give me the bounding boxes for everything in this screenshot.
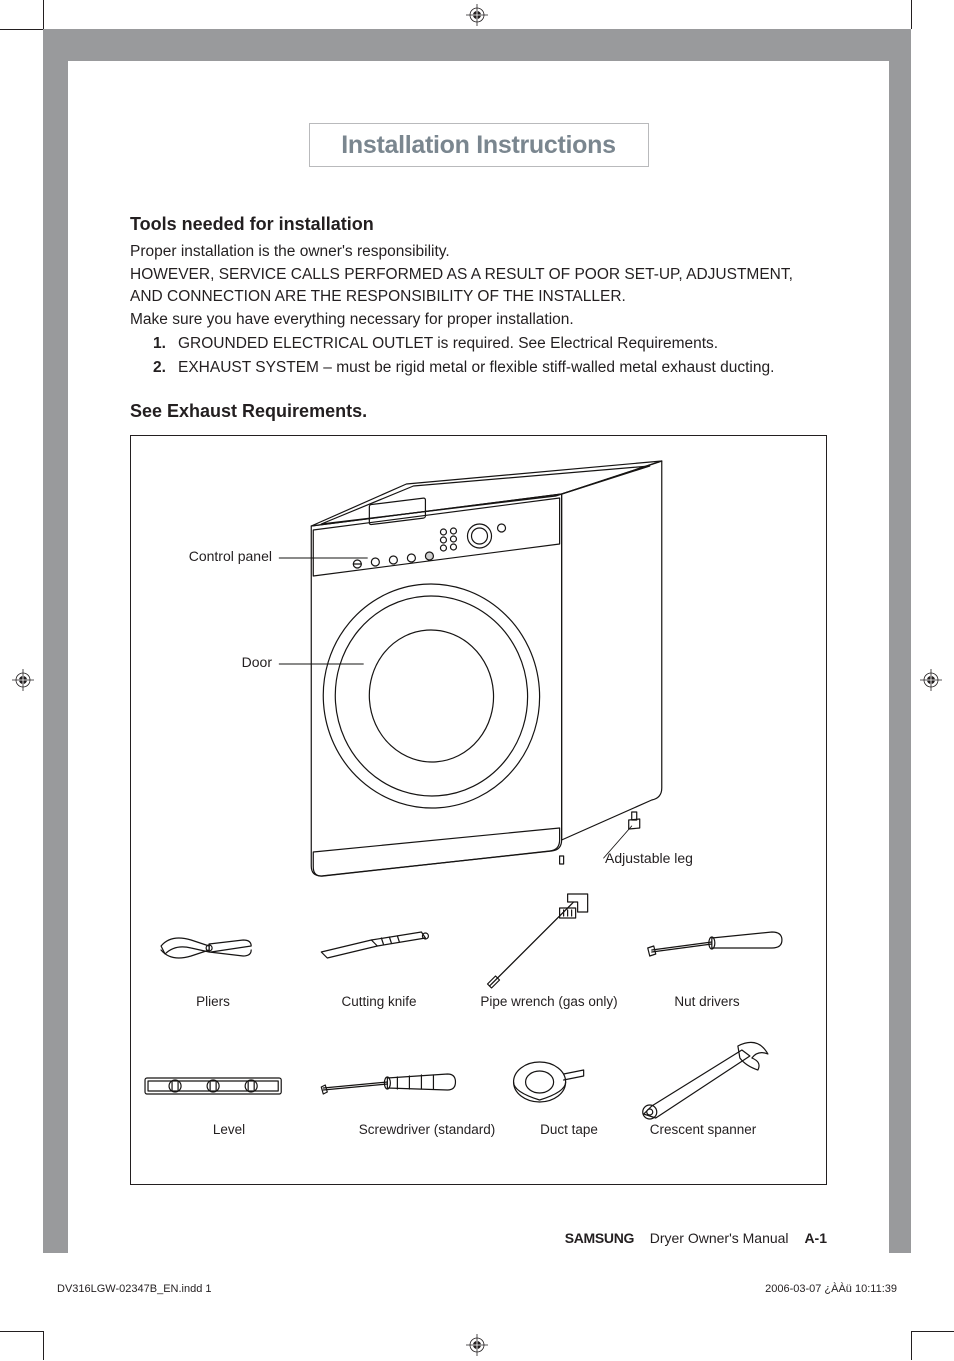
registration-mark-icon <box>920 669 942 691</box>
figure-box: Control panel Door Adjustable leg Pliers… <box>130 435 827 1185</box>
brand-name: SAMSUNG <box>565 1230 634 1246</box>
section-exhaust: See Exhaust Requirements. <box>130 401 827 426</box>
slug-file: DV316LGW-02347B_EN.indd 1 <box>57 1283 212 1295</box>
tool-label-level: Level <box>149 1122 309 1137</box>
paragraph: Make sure you have everything necessary … <box>130 309 827 331</box>
tool-label-cutting-knife: Cutting knife <box>299 994 459 1009</box>
slug-timestamp: 2006-03-07 ¿ÀÀü 10:11:39 <box>765 1283 897 1295</box>
section-tools: Tools needed for installation Proper ins… <box>130 211 827 382</box>
tool-label-nut-drivers: Nut drivers <box>627 994 787 1009</box>
registration-mark-icon <box>466 1334 488 1356</box>
paragraph: Proper installation is the owner's respo… <box>130 241 827 263</box>
section-heading: Tools needed for installation <box>130 211 827 237</box>
tool-label-crescent: Crescent spanner <box>623 1122 783 1137</box>
crop-mark <box>911 1331 912 1360</box>
callout-adjustable-leg: Adjustable leg <box>605 850 693 866</box>
paragraph: HOWEVER, SERVICE CALLS PERFORMED AS A RE… <box>130 264 827 309</box>
callout-control-panel: Control panel <box>176 548 272 564</box>
registration-mark-icon <box>466 4 488 26</box>
crop-mark <box>911 0 912 29</box>
manual-name: Dryer Owner's Manual <box>650 1230 789 1246</box>
tool-label-pliers: Pliers <box>133 994 293 1009</box>
page-footer: SAMSUNG Dryer Owner's Manual A-1 <box>565 1230 827 1246</box>
registration-mark-icon <box>12 669 34 691</box>
crop-mark <box>0 29 43 30</box>
content-area: Installation Instructions Tools needed f… <box>68 61 889 1331</box>
crop-mark <box>911 1331 954 1332</box>
page-title-frame: Installation Instructions <box>309 123 649 167</box>
section-heading: See Exhaust Requirements. <box>130 401 827 422</box>
decorative-bar-top <box>43 29 911 61</box>
crop-mark <box>43 0 44 29</box>
page-number: A-1 <box>804 1230 827 1246</box>
callout-door: Door <box>176 654 272 670</box>
decorative-bar-left <box>43 29 68 1253</box>
print-slug: DV316LGW-02347B_EN.indd 1 2006-03-07 ¿ÀÀ… <box>57 1283 897 1295</box>
tool-label-screwdriver: Screwdriver (standard) <box>347 1122 507 1137</box>
page-title: Installation Instructions <box>341 131 615 160</box>
list-item: EXHAUST SYSTEM – must be rigid metal or … <box>178 357 827 379</box>
decorative-bar-right <box>889 29 911 1253</box>
list-item: GROUNDED ELECTRICAL OUTLET is required. … <box>178 333 827 355</box>
tool-label-pipe-wrench: Pipe wrench (gas only) <box>469 994 629 1009</box>
crop-mark <box>0 1331 43 1332</box>
crop-mark <box>43 1331 44 1360</box>
page: Installation Instructions Tools needed f… <box>43 29 911 1331</box>
